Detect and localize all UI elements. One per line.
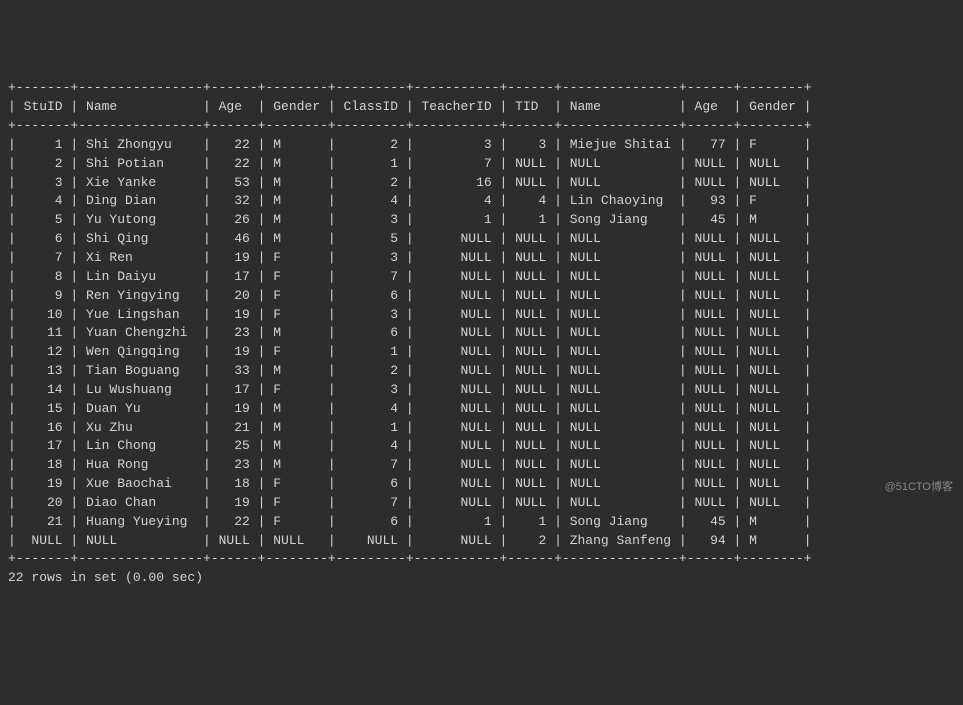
sql-result-table: +-------+----------------+------+-------… [8, 79, 955, 588]
watermark: @51CTO博客 [885, 480, 953, 496]
